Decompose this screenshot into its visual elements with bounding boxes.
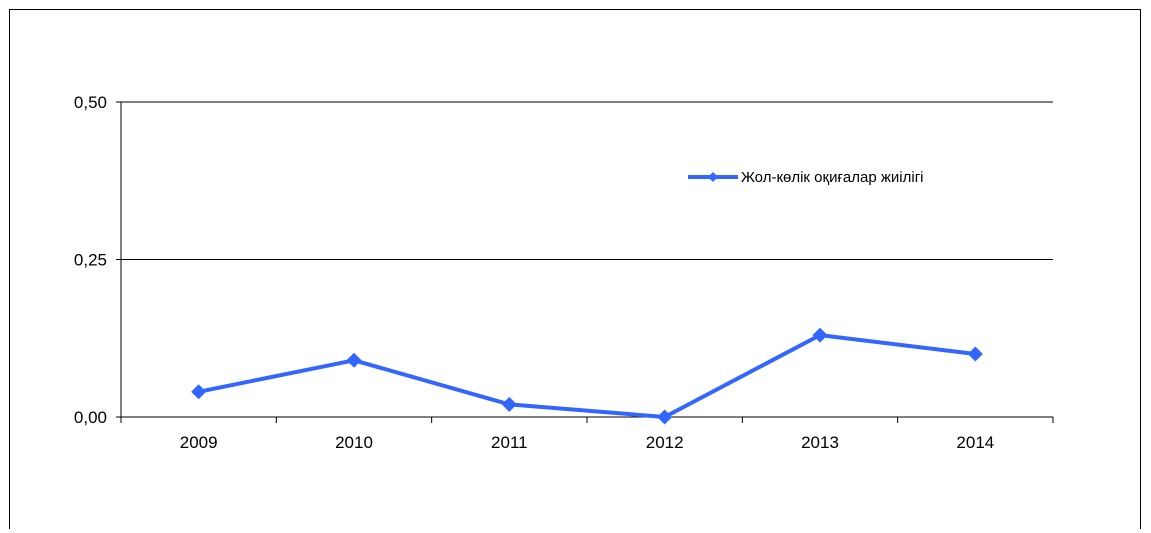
x-tick-label: 2013: [801, 433, 839, 452]
x-tick-label: 2009: [180, 433, 218, 452]
data-point-marker: [967, 346, 983, 362]
data-point-marker: [346, 352, 362, 368]
y-tick-label: 0,25: [74, 251, 107, 270]
data-point-marker: [657, 409, 673, 425]
series-line: [198, 333, 976, 419]
gridlines: [121, 101, 1053, 260]
axes: [116, 101, 1054, 423]
series-layer: [191, 327, 983, 425]
y-tick-label: 0,00: [74, 408, 107, 427]
legend: Жол-көлік оқиғалар жиілігі: [688, 169, 924, 186]
x-tick-labels: 2009 2010 2011 2012 2013 2014: [180, 433, 994, 452]
data-point-marker: [501, 396, 517, 412]
x-tick-label: 2012: [646, 433, 684, 452]
legend-label: Жол-көлік оқиғалар жиілігі: [741, 169, 924, 186]
data-point-marker: [191, 384, 207, 400]
x-tick-label: 2014: [956, 433, 994, 452]
legend-marker: [708, 172, 718, 182]
data-point-marker: [812, 327, 828, 343]
y-tick-labels: 0,00 0,25 0,50: [74, 93, 107, 427]
chart-frame: [9, 9, 1141, 529]
x-tick-label: 2010: [335, 433, 373, 452]
x-tick-label: 2011: [491, 433, 528, 452]
y-tick-label: 0,50: [74, 93, 107, 112]
